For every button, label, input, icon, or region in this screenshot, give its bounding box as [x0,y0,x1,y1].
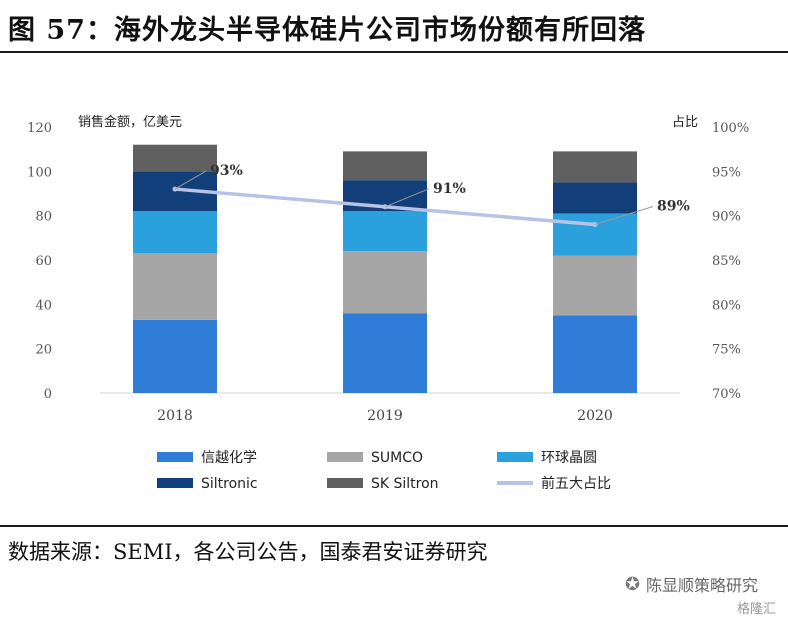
watermark-site: 格隆汇 [736,602,776,617]
watermark: ✪ 陈显顺策略研究 [625,572,758,596]
bar-segment [343,313,427,393]
right-axis-tick-label: 85% [712,254,741,269]
stacked-bar-line-chart: 0 20 40 60 80 100 120 70% 75% 80% 85% 90% 95% 100% 销售金… [27,114,749,492]
data-label-leader [384,188,430,208]
data-source: 数据来源：SEMI，各公司公告，国泰君安证券研究 [8,540,488,564]
right-axis-tick-label: 75% [712,343,741,358]
bar-segment [553,255,637,316]
wechat-icon: ✪ [624,573,640,595]
left-axis-tick-label: 40 [35,298,52,313]
bar-segment [553,151,637,183]
x-axis-category-label: 2018 [157,408,193,424]
bar-segment [133,211,217,254]
right-axis-tick-label: 95% [712,165,741,180]
legend-label: 前五大占比 [541,475,611,492]
right-axis-tick-label: 80% [712,298,741,313]
data-label: 93% [210,163,243,179]
legend-swatch [157,452,193,462]
right-axis-tick-label: 100% [712,121,749,136]
left-axis-tick-label: 100 [27,165,52,180]
data-label-leader [174,170,207,190]
x-axis-category-label: 2019 [367,408,403,424]
left-axis-tick-label: 120 [27,121,52,136]
bar-segment [343,251,427,314]
bar-segment [133,144,217,172]
data-label: 89% [657,199,690,215]
legend-label: SUMCO [371,450,423,466]
data-label-leader [594,206,654,226]
figure-title: 图 57：海外龙头半导体硅片公司市场份额有所回落 [8,15,646,46]
left-axis-tick-label: 80 [35,210,52,225]
legend-label: 信越化学 [201,450,257,466]
bar-segment [133,319,217,393]
legend-label: Siltronic [201,476,258,492]
right-axis-title: 占比 [672,115,698,130]
legend-label: SK Siltron [371,476,439,492]
x-axis-category-label: 2020 [577,408,613,424]
bar-segment [343,151,427,181]
data-label: 91% [433,181,466,197]
title-divider [0,51,788,53]
bar-segment [553,213,637,256]
left-axis-title: 销售金额，亿美元 [78,114,182,130]
left-axis-tick-label: 0 [44,387,52,402]
footer-divider [0,525,788,527]
right-axis-tick-label: 90% [712,210,741,225]
left-axis-tick-label: 20 [35,343,52,358]
right-axis-tick-label: 70% [712,387,741,402]
legend-swatch [157,478,193,488]
left-axis-tick-label: 60 [35,254,52,269]
legend-swatch [327,478,363,488]
bar-segment [553,315,637,393]
legend-swatch [327,452,363,462]
bar-segment [553,182,637,214]
bar-segment [133,253,217,320]
legend-label: 环球晶圆 [541,450,597,466]
bar-segment [343,211,427,252]
legend-swatch [497,452,533,462]
watermark-text: 陈显顺策略研究 [645,576,758,595]
